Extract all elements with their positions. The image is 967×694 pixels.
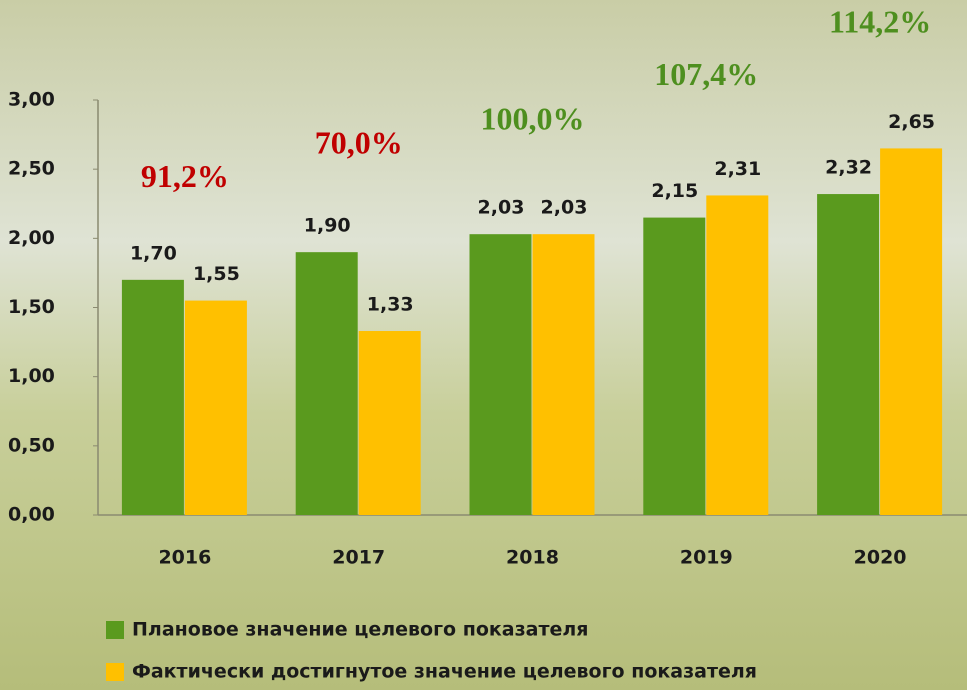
bar bbox=[121, 279, 184, 515]
annotation: 107,4% bbox=[654, 56, 758, 92]
value-label: 2,32 bbox=[825, 157, 872, 179]
bar bbox=[295, 252, 358, 515]
y-tick-label: 0,00 bbox=[8, 504, 55, 526]
legend-swatch bbox=[106, 621, 124, 639]
bar bbox=[184, 300, 247, 515]
value-label: 1,70 bbox=[130, 242, 177, 264]
bar bbox=[532, 234, 595, 515]
x-tick-label: 2018 bbox=[506, 547, 559, 569]
y-tick-label: 1,50 bbox=[8, 296, 55, 318]
y-tick-label: 3,00 bbox=[8, 89, 55, 111]
value-label: 1,90 bbox=[304, 215, 351, 237]
legend-swatch bbox=[106, 663, 124, 681]
bar bbox=[643, 217, 706, 516]
legend-label: Плановое значение целевого показателя bbox=[132, 619, 588, 641]
x-tick-label: 2020 bbox=[854, 547, 907, 569]
value-label: 2,03 bbox=[541, 197, 588, 219]
value-label: 2,15 bbox=[651, 180, 698, 202]
bar bbox=[706, 195, 769, 515]
legend-label: Фактически достигнутое значение целевого… bbox=[132, 661, 757, 683]
value-label: 2,03 bbox=[478, 197, 525, 219]
bar bbox=[817, 194, 880, 516]
annotation: 70,0% bbox=[315, 125, 403, 161]
bar bbox=[358, 331, 421, 515]
bar bbox=[469, 234, 532, 515]
y-tick-label: 2,50 bbox=[8, 158, 55, 180]
bar bbox=[880, 148, 943, 515]
x-tick-label: 2017 bbox=[332, 547, 385, 569]
value-label: 1,55 bbox=[193, 263, 240, 285]
y-tick-label: 2,00 bbox=[8, 227, 55, 249]
value-label: 2,31 bbox=[714, 158, 761, 180]
x-tick-label: 2019 bbox=[680, 547, 733, 569]
value-label: 2,65 bbox=[888, 111, 935, 133]
value-label: 1,33 bbox=[367, 294, 414, 316]
y-tick-label: 0,50 bbox=[8, 434, 55, 456]
annotation: 100,0% bbox=[481, 101, 585, 137]
y-tick-label: 1,00 bbox=[8, 365, 55, 387]
annotation: 91,2% bbox=[141, 158, 229, 194]
annotation: 114,2% bbox=[829, 3, 931, 39]
x-tick-label: 2016 bbox=[158, 547, 211, 569]
